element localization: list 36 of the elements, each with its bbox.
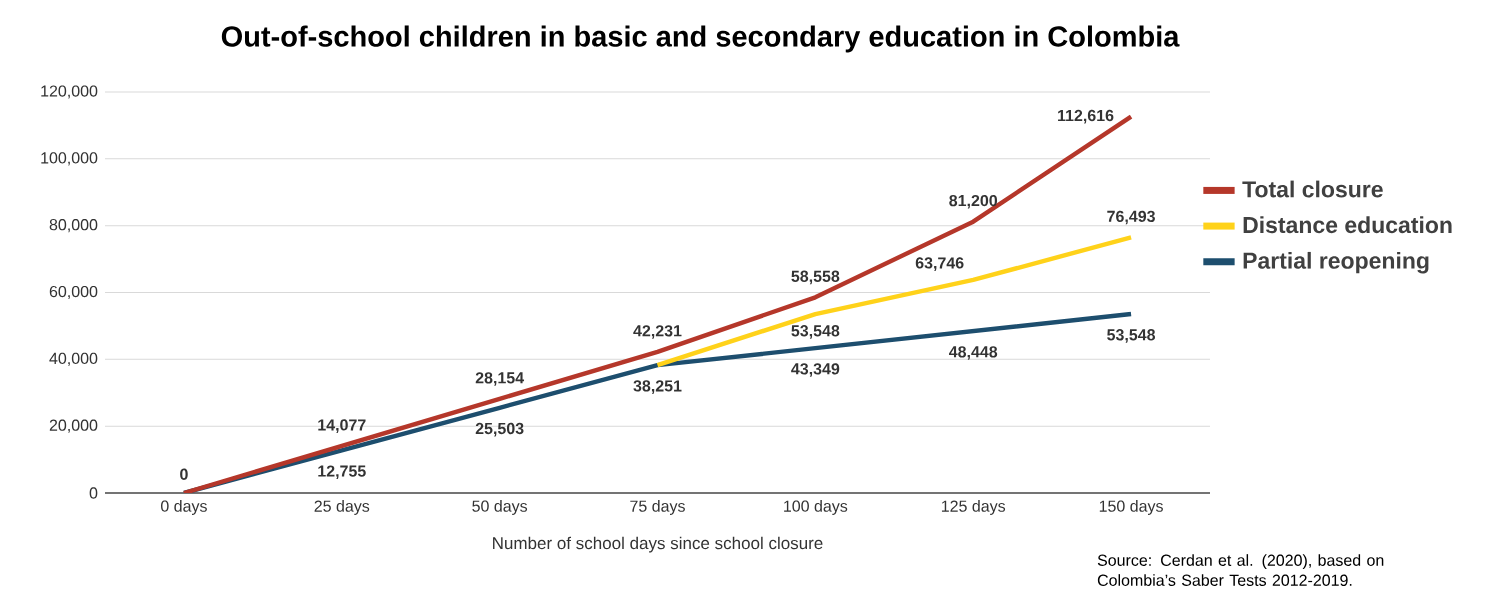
data-label: 58,558 <box>791 270 840 285</box>
data-label: 14,077 <box>318 419 366 433</box>
data-label: 81,200 <box>949 194 998 209</box>
legend-label: Total closure <box>1242 180 1383 198</box>
y-tick-label: 120,000 <box>41 85 98 99</box>
y-tick-label: 80,000 <box>49 219 98 233</box>
data-label: 112,616 <box>1058 109 1114 124</box>
legend-label: Distance education <box>1243 216 1452 234</box>
x-tick-label: 100 days <box>784 500 848 515</box>
data-label: 48,448 <box>949 346 998 360</box>
data-label: 43,349 <box>791 363 840 377</box>
data-label: 0 <box>180 468 188 480</box>
y-tick-label: 40,000 <box>49 352 98 366</box>
y-tick-label: 20,000 <box>49 419 98 433</box>
data-label: 76,493 <box>1107 210 1155 225</box>
chart-title: Out-of-school children in basic and secondary education in Colombia <box>221 25 1180 53</box>
x-tick-label: 150 days <box>1099 500 1163 515</box>
x-tick-label: 25 days <box>314 500 370 515</box>
x-tick-label: 75 days <box>630 500 685 515</box>
data-label: 28,154 <box>475 372 525 386</box>
source-note: Source: Cerdan et al. (2020), based on Colombia’s Saber Tests 2012-2019. <box>1097 554 1384 586</box>
y-tick-label: 0 <box>89 487 98 499</box>
x-tick-label: 0 days <box>160 500 207 515</box>
data-label: 38,251 <box>633 380 682 394</box>
data-label: 53,548 <box>1107 329 1156 343</box>
x-tick-label: 50 days <box>472 500 528 515</box>
x-axis-title: Number of school days since school closure <box>493 536 823 553</box>
data-label: 25,503 <box>475 422 524 437</box>
data-label: 12,755 <box>318 465 366 480</box>
legend-label: Partial reopening <box>1243 251 1429 274</box>
x-tick-label: 125 days <box>941 500 1006 515</box>
y-tick-label: 60,000 <box>49 285 98 300</box>
y-tick-label: 100,000 <box>41 152 98 166</box>
data-label: 53,548 <box>791 325 840 339</box>
data-label: 63,746 <box>915 257 964 271</box>
data-label: 42,231 <box>633 325 682 339</box>
